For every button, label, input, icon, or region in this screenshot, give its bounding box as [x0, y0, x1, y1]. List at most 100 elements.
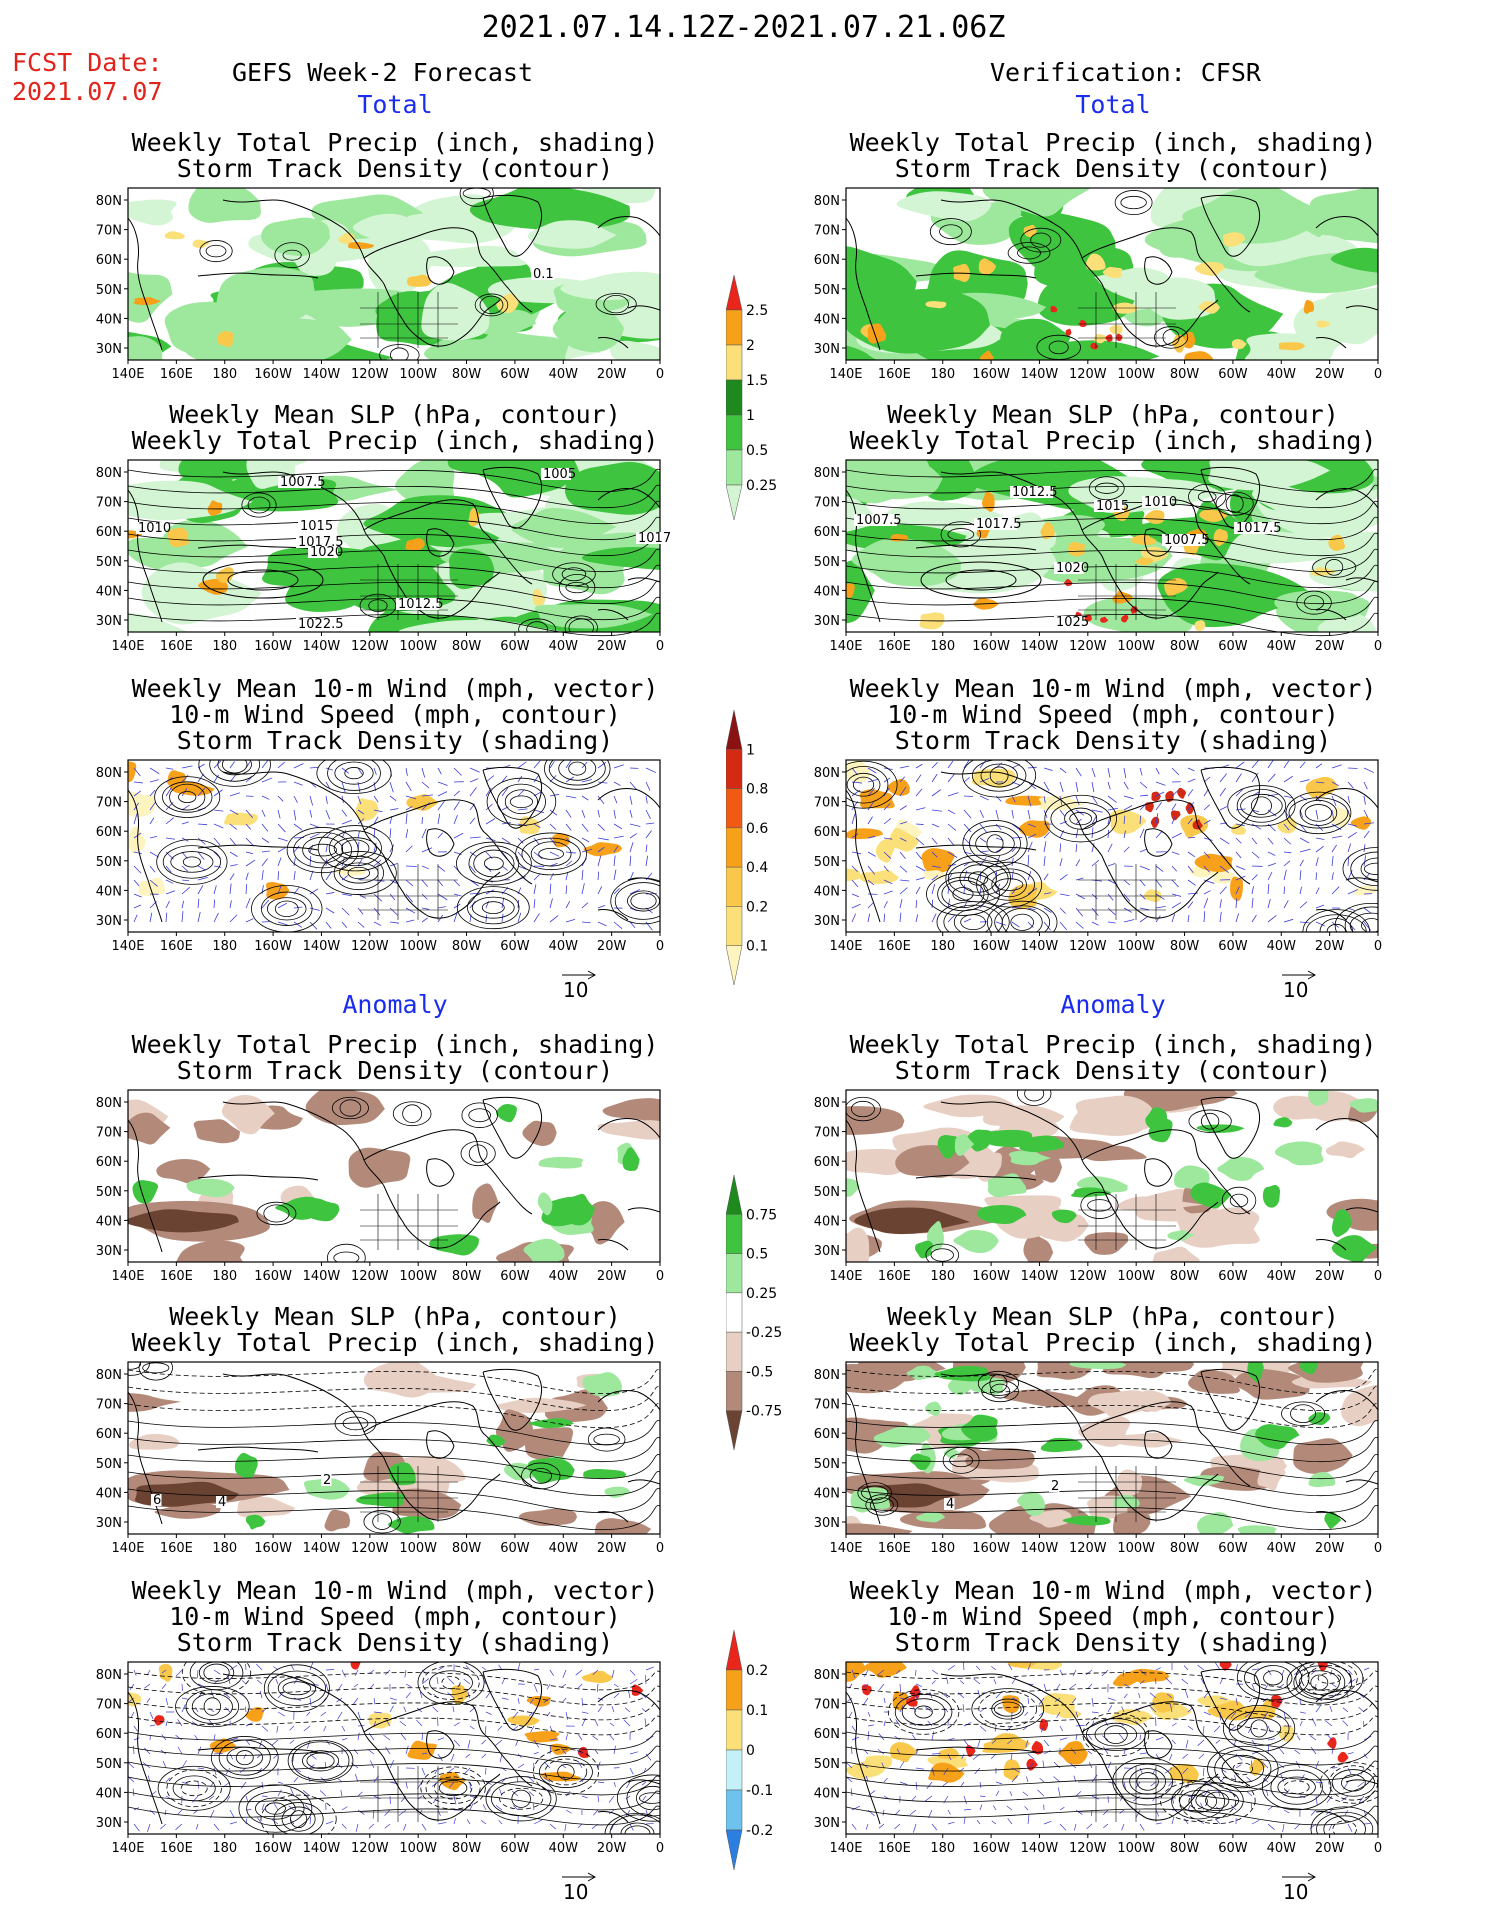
lat-tick-label: 40N [814, 1214, 840, 1229]
map-panel: 140E 160E 180 160W 140W 120W 100W 80W 60W 40W 20W 0… [58, 752, 680, 954]
lon-tick-label: 0 [1374, 939, 1382, 954]
panel-title-line: Weekly Total Precip (inch, shading) [849, 426, 1377, 455]
lon-tick-label: 180 [930, 1841, 955, 1856]
fcst-date-value: 2021.07.07 [12, 77, 163, 106]
precip-total-colorbar: 2.5 2 1.5 1 0.5 0.25 [726, 274, 777, 521]
vector-reference-arrow [1282, 970, 1317, 980]
map-panel: 140E 160E 180 160W 140W 120W 100W 80W 60W 40W 20W 0… [58, 1082, 680, 1284]
lon-tick-label: 160E [160, 639, 193, 654]
lon-tick-label: 160E [878, 1541, 911, 1556]
colorbar-label: 1 [746, 742, 755, 758]
lon-tick-label: 100W [1117, 939, 1155, 954]
lat-tick-label: 40N [96, 584, 122, 599]
lon-tick-label: 60W [1218, 1269, 1248, 1284]
lon-tick-label: 120W [351, 1269, 389, 1284]
contour-label: 1012.5 [398, 597, 444, 612]
panel-title-line: Storm Track Density (shading) [176, 726, 614, 755]
lon-tick-label: 60W [500, 1541, 530, 1556]
colorbar-label: -0.75 [746, 1404, 782, 1420]
lon-tick-label: 100W [399, 1841, 437, 1856]
vector-reference-label: 10 [563, 1880, 589, 1904]
lat-tick-label: 70N [96, 1126, 122, 1141]
panel-title-line: Storm Track Density (shading) [176, 1628, 614, 1657]
precip-anomaly-colorbar: 0.75 0.5 0.25 -0.25 -0.5 -0.75 [726, 1174, 782, 1451]
colorbar-label: -0.2 [746, 1823, 773, 1839]
lon-tick-label: 140E [829, 939, 862, 954]
lat-tick-label: 40N [96, 312, 122, 327]
lon-tick-label: 140W [1021, 939, 1059, 954]
colorbar-label: 1 [746, 408, 755, 424]
panel-title-line: Weekly Total Precip (inch, shading) [131, 1030, 659, 1059]
lon-tick-label: 80W [452, 1841, 482, 1856]
vector-reference-arrow [562, 970, 597, 980]
lon-tick-label: 180 [212, 1541, 237, 1556]
lon-tick-label: 160E [160, 939, 193, 954]
lon-tick-label: 0 [656, 1541, 664, 1556]
lon-tick-label: 20W [597, 1269, 627, 1284]
lat-tick-label: 80N [96, 466, 122, 481]
contour-label: 1020 [1056, 561, 1089, 576]
contour-label: 1025 [1056, 615, 1089, 630]
lon-tick-label: 100W [399, 939, 437, 954]
lon-tick-label: 140W [303, 367, 341, 382]
colorbar-label: 0.2 [746, 1663, 768, 1679]
lat-tick-label: 80N [814, 766, 840, 781]
lon-tick-label: 40W [1267, 1541, 1297, 1556]
colorbar-label: 0.2 [746, 899, 768, 915]
lon-tick-label: 0 [656, 639, 664, 654]
lon-tick-label: 160W [254, 1541, 292, 1556]
contour-label: 1017.5 [1236, 521, 1282, 536]
lat-tick-label: 80N [96, 1096, 122, 1111]
lat-tick-label: 70N [814, 1398, 840, 1413]
colorbar-label: 0.5 [746, 1247, 768, 1263]
lon-tick-label: 40W [549, 1541, 579, 1556]
panel-title-line: 10-m Wind Speed (mph, contour) [887, 700, 1339, 729]
lon-tick-label: 140E [111, 1841, 144, 1856]
lon-tick-label: 60W [1218, 1541, 1248, 1556]
contour-label: 1017 [638, 531, 671, 546]
forecast-total-label: Total [357, 90, 433, 119]
map-panel: 140E 160E 180 160W 140W 120W 100W 80W 60W 40W 20W 0… [58, 1654, 680, 1856]
lon-tick-label: 40W [1267, 1269, 1297, 1284]
lon-tick-label: 180 [930, 939, 955, 954]
lon-tick-label: 40W [1267, 367, 1297, 382]
colorbar-label: 0.1 [746, 939, 768, 955]
lat-tick-label: 80N [814, 1096, 840, 1111]
map-svg: 140E 160E 180 160W 140W 120W 100W 80W 60W 40W 20W 0… [814, 759, 1382, 954]
lon-tick-label: 160E [878, 367, 911, 382]
lon-tick-label: 180 [212, 939, 237, 954]
lat-tick-label: 60N [96, 1155, 122, 1170]
lon-tick-label: 120W [351, 1541, 389, 1556]
lon-tick-label: 0 [1374, 367, 1382, 382]
panel-title-line: Weekly Total Precip (inch, shading) [849, 1328, 1377, 1357]
lon-tick-label: 120W [351, 367, 389, 382]
lon-tick-label: 80W [1170, 367, 1200, 382]
panel-title-line: Weekly Mean 10-m Wind (mph, vector) [131, 674, 659, 703]
lon-tick-label: 180 [212, 1841, 237, 1856]
lon-tick-label: 120W [1069, 367, 1107, 382]
colorbar-label: -0.5 [746, 1364, 773, 1380]
lon-tick-label: 0 [1374, 1541, 1382, 1556]
lon-tick-label: 60W [500, 1269, 530, 1284]
forecast-anomaly-label: Anomaly [342, 990, 448, 1019]
lat-tick-label: 70N [96, 224, 122, 239]
lat-tick-label: 60N [96, 825, 122, 840]
lon-tick-label: 40W [549, 639, 579, 654]
fcst-date-label: FCST Date: [12, 48, 163, 77]
lat-tick-label: 70N [814, 1698, 840, 1713]
lon-tick-label: 100W [399, 639, 437, 654]
lon-tick-label: 180 [930, 1269, 955, 1284]
lat-tick-label: 40N [96, 1786, 122, 1801]
lat-tick-label: 80N [96, 194, 122, 209]
lon-tick-label: 0 [656, 367, 664, 382]
lat-tick-label: 80N [814, 1668, 840, 1683]
lon-tick-label: 140W [1021, 639, 1059, 654]
lon-tick-label: 140E [111, 1269, 144, 1284]
lat-tick-label: 80N [96, 1668, 122, 1683]
lon-tick-label: 140E [829, 1541, 862, 1556]
map-panel: 140E 160E 180 160W 140W 120W 100W 80W 60W 40W 20W 0… [776, 180, 1398, 382]
lat-tick-label: 80N [814, 1368, 840, 1383]
panel-title-line: 10-m Wind Speed (mph, contour) [169, 1602, 621, 1631]
lon-tick-label: 180 [212, 1269, 237, 1284]
panel-title-line: Weekly Mean 10-m Wind (mph, vector) [849, 1576, 1377, 1605]
